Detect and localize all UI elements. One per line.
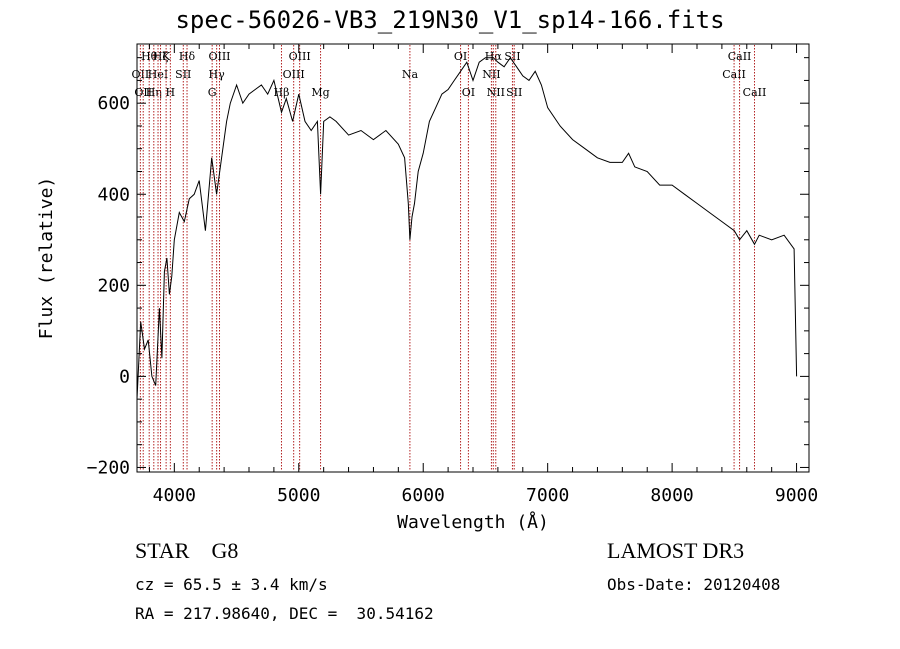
marker-label-5: Hζ bbox=[153, 50, 169, 63]
marker-label-25: CaII bbox=[722, 68, 746, 81]
x-tick-label-3: 7000 bbox=[526, 485, 569, 506]
spectral-line-markers: OIIOIIHθHηHeIHζKHSIIHδGHγOIIIHβOIIIOIIIM… bbox=[132, 45, 767, 471]
marker-label-18: OI bbox=[454, 50, 467, 63]
marker-label-9: Hδ bbox=[179, 50, 196, 63]
x-tick-label-4: 8000 bbox=[650, 485, 693, 506]
marker-label-26: CaII bbox=[728, 50, 752, 63]
marker-label-1: OII bbox=[134, 86, 152, 99]
marker-label-19: OI bbox=[462, 86, 475, 99]
x-tick-label-0: 4000 bbox=[153, 485, 196, 506]
marker-label-4: HeI bbox=[148, 68, 168, 81]
y-tick-label-1: 0 bbox=[119, 366, 130, 387]
x-tick-label-1: 5000 bbox=[277, 485, 320, 506]
marker-label-8: SII bbox=[175, 68, 191, 81]
y-tick-label-3: 400 bbox=[97, 184, 130, 205]
marker-label-14: OIII bbox=[283, 68, 305, 81]
marker-label-16: Mg bbox=[311, 86, 329, 99]
observation-date: Obs-Date: 20120408 bbox=[607, 575, 781, 594]
marker-label-7: H bbox=[166, 86, 176, 99]
redshift-velocity: cz = 65.5 ± 3.4 km/s bbox=[135, 575, 328, 594]
spectrum-line bbox=[136, 56, 798, 400]
marker-label-0: OII bbox=[132, 68, 150, 81]
chart-title: spec-56026-VB3_219N30_V1_sp14-166.fits bbox=[175, 6, 725, 34]
marker-label-15: OIII bbox=[289, 50, 311, 63]
marker-label-24: SII bbox=[506, 86, 522, 99]
x-tick-label-2: 6000 bbox=[402, 485, 445, 506]
marker-label-21: Hα bbox=[485, 50, 503, 63]
marker-label-3: Hη bbox=[146, 86, 162, 99]
y-axis-label: Flux (relative) bbox=[36, 177, 57, 340]
marker-label-22: NII bbox=[487, 86, 505, 99]
coordinates: RA = 217.98640, DEC = 30.54162 bbox=[135, 604, 434, 623]
survey-name: LAMOST DR3 bbox=[607, 538, 745, 563]
y-tick-label-4: 600 bbox=[97, 93, 130, 114]
marker-label-27: CaII bbox=[743, 86, 767, 99]
marker-label-20: NII bbox=[482, 68, 500, 81]
marker-label-2: Hθ bbox=[141, 50, 158, 63]
marker-label-12: OIII bbox=[208, 50, 230, 63]
marker-label-11: Hγ bbox=[209, 68, 226, 81]
x-axis-label: Wavelength (Å) bbox=[397, 511, 549, 533]
plot-frame bbox=[136, 43, 810, 473]
y-tick-label-2: 200 bbox=[97, 275, 130, 296]
object-class: STAR G8 bbox=[135, 538, 239, 563]
marker-label-17: Na bbox=[402, 68, 419, 81]
y-tick-label-0: −200 bbox=[87, 457, 130, 478]
axis-ticks: 4000 5000 6000 7000 8000 9000 −200 0 200 400 600 bbox=[87, 44, 818, 506]
marker-label-6: K bbox=[162, 50, 171, 63]
x-tick-label-5: 9000 bbox=[775, 485, 818, 506]
marker-label-10: G bbox=[208, 86, 217, 99]
